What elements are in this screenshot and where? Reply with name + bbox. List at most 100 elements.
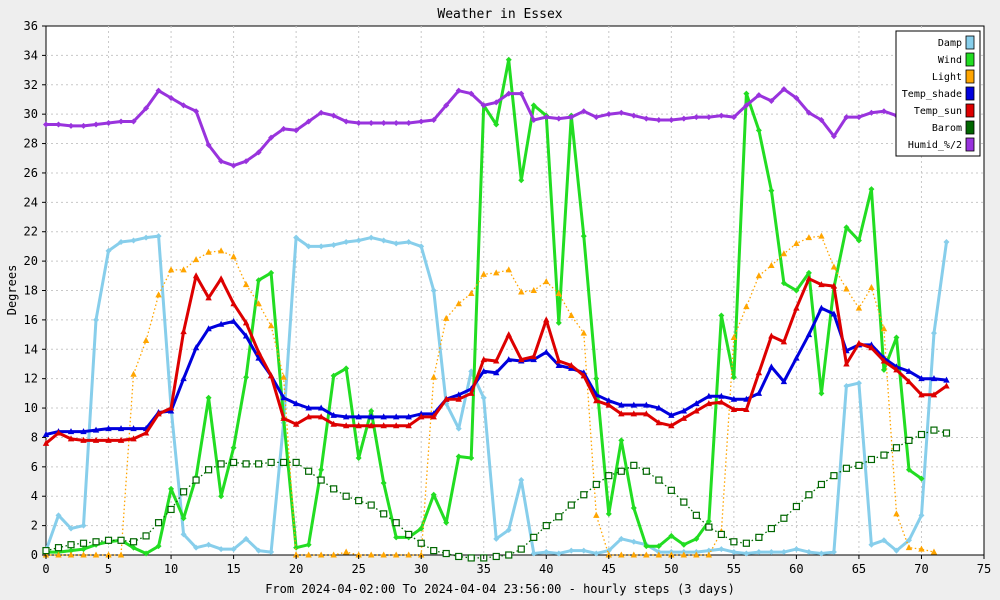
data-point: [292, 400, 300, 407]
data-point: [755, 127, 762, 134]
data-point: [343, 118, 350, 125]
data-point: [493, 99, 500, 106]
data-point: [255, 460, 263, 468]
data-point: [305, 467, 313, 475]
data-point: [692, 511, 700, 519]
data-point: [580, 233, 587, 240]
data-point: [818, 550, 825, 557]
legend-swatch: [965, 120, 975, 135]
data-point: [280, 125, 287, 132]
x-tick-label: 20: [289, 562, 303, 576]
data-point: [843, 114, 850, 121]
data-point: [918, 545, 925, 552]
data-point: [555, 115, 562, 122]
data-point: [630, 504, 637, 511]
data-point: [518, 356, 525, 363]
data-point: [230, 253, 237, 260]
data-point: [167, 505, 175, 514]
data-point: [518, 177, 525, 184]
data-point: [443, 519, 450, 526]
data-point: [105, 247, 112, 254]
data-point: [305, 413, 312, 420]
data-point: [293, 544, 300, 551]
x-tick-label: 10: [164, 562, 178, 576]
data-point: [843, 383, 850, 390]
data-point: [705, 400, 713, 407]
data-point: [443, 395, 450, 402]
data-point: [42, 439, 50, 446]
data-point: [855, 339, 863, 346]
data-point: [367, 413, 375, 420]
x-tick-label: 40: [539, 562, 553, 576]
data-point: [705, 551, 713, 558]
data-point: [755, 549, 762, 556]
data-point: [643, 410, 650, 417]
data-point: [330, 112, 337, 119]
data-point: [918, 391, 925, 398]
data-point: [105, 436, 112, 443]
data-point: [80, 551, 87, 558]
data-point: [180, 531, 187, 538]
data-point: [855, 114, 862, 121]
data-point: [880, 357, 888, 364]
data-point: [755, 389, 763, 396]
data-point: [205, 294, 212, 301]
data-point: [918, 512, 925, 519]
data-point: [380, 479, 387, 486]
data-point: [355, 413, 362, 420]
data-point: [680, 407, 688, 414]
data-point: [768, 332, 775, 339]
y-tick-label: 30: [24, 107, 38, 121]
data-point: [705, 392, 713, 399]
data-point: [230, 162, 237, 169]
data-point: [355, 422, 362, 429]
data-point: [242, 319, 250, 326]
data-point: [618, 401, 625, 408]
data-point: [204, 466, 213, 474]
data-point: [543, 278, 550, 285]
data-point: [393, 534, 400, 541]
data-point: [805, 234, 813, 241]
data-point: [117, 536, 125, 544]
data-point: [743, 102, 750, 109]
data-point: [80, 428, 87, 435]
data-point: [505, 56, 512, 63]
data-point: [129, 538, 138, 546]
data-point: [67, 428, 75, 435]
y-tick-label: 14: [24, 342, 38, 356]
data-point: [855, 380, 862, 387]
data-point: [192, 344, 200, 351]
data-point: [430, 491, 437, 498]
data-point: [530, 550, 537, 557]
data-point: [392, 422, 400, 429]
data-point: [730, 406, 738, 413]
data-point: [655, 419, 663, 426]
data-point: [680, 498, 688, 506]
data-point: [342, 492, 350, 500]
data-point: [943, 239, 950, 246]
data-point: [380, 119, 387, 126]
data-point: [443, 314, 450, 321]
data-point: [643, 115, 650, 122]
data-point: [942, 429, 951, 437]
data-point: [643, 401, 650, 408]
data-point: [793, 287, 800, 294]
data-point: [793, 95, 800, 102]
data-point: [768, 549, 775, 556]
data-point: [817, 480, 826, 489]
data-point: [355, 455, 362, 462]
data-point: [243, 535, 250, 542]
data-point: [305, 243, 312, 250]
data-point: [505, 527, 512, 534]
data-point: [743, 406, 750, 413]
data-point: [368, 119, 375, 126]
data-point: [905, 367, 913, 374]
data-point: [455, 425, 462, 432]
legend-label: Barom: [932, 123, 962, 134]
legend-label: Humid_%/2: [908, 140, 962, 151]
data-point: [755, 272, 763, 279]
y-tick-label: 22: [24, 225, 38, 239]
data-point: [380, 413, 387, 420]
data-point: [655, 551, 663, 558]
